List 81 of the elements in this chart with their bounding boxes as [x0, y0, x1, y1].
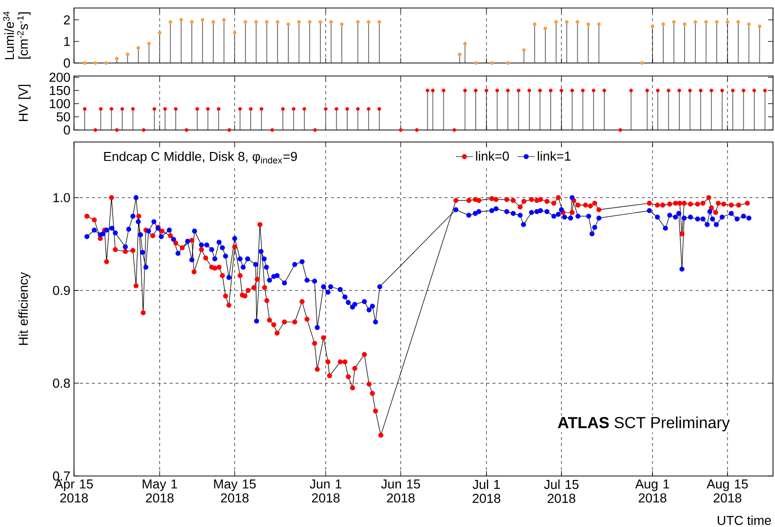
point	[747, 22, 751, 26]
point	[94, 61, 98, 65]
x-tick-label: Jun 1 2018	[310, 480, 342, 502]
point	[308, 20, 312, 24]
point	[463, 42, 467, 46]
point	[758, 24, 762, 28]
point	[704, 20, 708, 24]
point	[682, 22, 686, 26]
point	[672, 20, 676, 24]
point	[366, 20, 370, 24]
x-axis-title: UTC time	[718, 516, 771, 526]
x-tick-label: Apr 15 2018	[54, 480, 93, 502]
y-axis-title: Hit efficiency	[18, 272, 30, 345]
point	[126, 52, 130, 56]
point	[377, 20, 382, 24]
x-tick-label: Jul 15 2018	[544, 480, 579, 503]
point	[726, 20, 730, 24]
point	[544, 26, 548, 30]
annotation: Endcap C Middle, Disk 8, φ$_{index}$=9	[104, 152, 297, 164]
y-tick-label: 0	[64, 58, 70, 68]
y-tick-label: 100	[50, 99, 70, 108]
point	[736, 20, 740, 24]
point	[115, 56, 119, 61]
x-tick-label: May 1 2018	[142, 480, 178, 502]
point	[661, 22, 666, 26]
point	[297, 20, 301, 24]
point	[104, 61, 108, 65]
point	[147, 42, 151, 46]
point	[276, 20, 280, 24]
point	[640, 61, 644, 65]
legend-label: link=0	[476, 151, 509, 161]
x-tick-label: Aug 15 2018	[706, 480, 748, 502]
point	[232, 30, 237, 35]
y-tick-label: 0.9	[52, 286, 70, 296]
x-tick-label: Jul 1 2018	[472, 480, 500, 503]
point	[211, 20, 216, 24]
point	[222, 18, 226, 22]
point	[190, 20, 194, 24]
point	[244, 20, 248, 24]
point	[597, 22, 601, 26]
point	[136, 46, 140, 50]
y-tick-label: 50	[56, 112, 70, 122]
y-tick-label: 0.8	[52, 378, 70, 388]
y-axis-title: HV [V]	[18, 84, 30, 122]
point	[158, 30, 162, 35]
point	[329, 20, 333, 24]
point	[532, 22, 536, 26]
point	[650, 24, 654, 28]
y-tick-label: 1	[64, 36, 70, 46]
point	[318, 20, 322, 24]
point	[576, 20, 580, 24]
x-tick-label: Jun 15 2018	[381, 480, 420, 502]
point	[340, 22, 344, 26]
point	[474, 61, 478, 65]
legend-label: link=1	[538, 151, 571, 161]
point	[286, 22, 290, 26]
point	[693, 20, 698, 24]
point	[179, 18, 183, 22]
point	[264, 20, 269, 24]
y-tick-label: 150	[50, 86, 70, 96]
y-tick-label: 1.0	[53, 193, 70, 202]
point	[714, 20, 719, 24]
point	[356, 20, 360, 24]
point	[200, 18, 204, 22]
y-tick-label: 0	[64, 125, 70, 135]
x-tick-label: May 15 2018	[214, 480, 256, 502]
point	[554, 20, 558, 24]
y-tick-label: 0.7	[52, 471, 70, 481]
point	[490, 61, 494, 65]
point	[522, 48, 526, 52]
y-tick-label: 200	[50, 72, 70, 82]
point	[254, 20, 258, 24]
point	[506, 61, 510, 65]
annotation: ATLAS SCT Preliminary	[558, 416, 730, 432]
y-tick-label: 2	[64, 15, 70, 24]
point	[168, 20, 172, 24]
point	[82, 61, 87, 65]
point	[564, 20, 569, 24]
point	[458, 52, 462, 56]
x-tick-label: Aug 1 2018	[635, 480, 670, 502]
point	[586, 22, 590, 26]
